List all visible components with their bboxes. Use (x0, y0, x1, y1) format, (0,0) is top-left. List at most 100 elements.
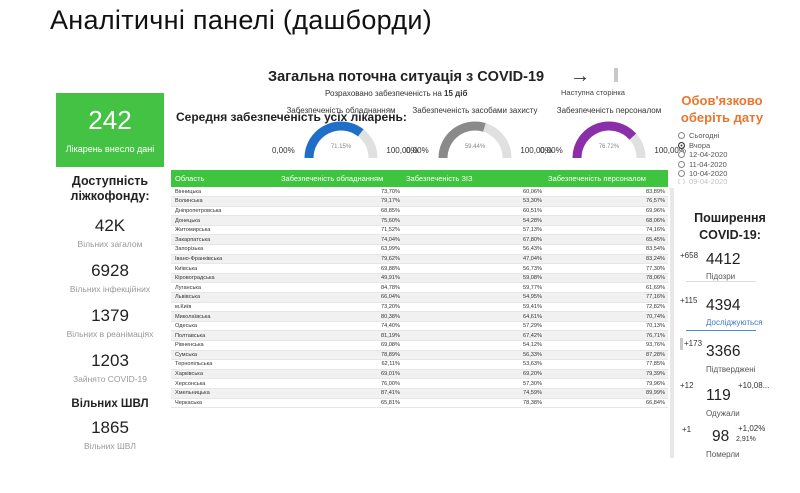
table-row[interactable]: Хмельницька 87,41% 74,59% 89,99% (171, 388, 668, 399)
cell-equipment: 66,04% (278, 292, 403, 303)
cell-equipment: 81,19% (278, 330, 403, 341)
confirmed-label: Підтверджені (706, 365, 756, 374)
gauge-max: 100,00% (520, 146, 552, 155)
hospitals-reported-label: Лікарень внесло дані (65, 144, 155, 154)
table-row[interactable]: Харківська 69,01% 69,20% 79,39% (171, 369, 668, 380)
ventilators-label: Вільних ШВЛ (84, 441, 136, 451)
cell-ppe: 47,04% (403, 254, 545, 265)
table-row[interactable]: Донецька 75,60% 54,28% 68,06% (171, 215, 668, 226)
died-value: 98 (712, 428, 730, 445)
cell-region: Вінницька (171, 187, 278, 198)
radio-icon[interactable] (678, 132, 685, 140)
stat-free-total-label: Вільних загалом (77, 239, 143, 249)
stat-occupied-covid-value: 1203 (91, 351, 129, 370)
table-row[interactable]: Волинська 79,17% 53,30% 76,57% (171, 196, 668, 207)
table-row[interactable]: Херсонська 76,00% 57,30% 79,96% (171, 378, 668, 389)
gauge-title: Забезпеченість засобами захисту (412, 106, 538, 115)
date-option[interactable]: Вчора (678, 141, 727, 151)
cell-ppe: 67,80% (403, 234, 545, 246)
table-row[interactable]: Сумська 78,89% 56,33% 87,28% (171, 350, 668, 361)
cell-ppe: 67,42% (403, 330, 545, 341)
cell-region: Івано-Франківська (171, 254, 278, 265)
cell-equipment: 87,41% (278, 388, 403, 399)
cell-equipment: 73,70% (278, 187, 403, 198)
table-row[interactable]: Тернопільська 62,11% 53,63% 77,85% (171, 359, 668, 370)
table-row[interactable]: Полтавська 81,19% 67,42% 76,71% (171, 330, 668, 341)
radio-icon[interactable] (678, 160, 685, 168)
cell-equipment: 69,88% (278, 263, 403, 274)
table-row[interactable]: Миколаївська 80,38% 64,61% 70,74% (171, 311, 668, 322)
table-row[interactable]: Київська 69,88% 56,73% 77,30% (171, 263, 668, 274)
table-row[interactable]: Закарпатська 74,04% 67,80% 65,45% (171, 234, 668, 246)
cell-equipment: 65,81% (278, 398, 403, 409)
gauge-title: Забезпеченість обладнанням (286, 106, 396, 115)
recovered-value: 119 (706, 387, 731, 404)
gauge-max: 100,00% (386, 146, 418, 155)
radio-icon[interactable] (678, 178, 685, 184)
stat-free-icu-label: Вільних в реанімаціях (66, 329, 154, 339)
cell-region: Закарпатська (171, 234, 278, 246)
cell-ppe: 54,28% (403, 215, 545, 226)
radio-icon[interactable] (678, 170, 685, 178)
col-header-staff[interactable]: Забезпеченість персоналом (545, 170, 668, 187)
cell-ppe: 59,41% (403, 302, 545, 313)
date-option[interactable]: 09-04-2020 (678, 178, 727, 184)
date-option[interactable]: 12-04-2020 (678, 150, 727, 160)
table-row[interactable]: Вінницька 73,70% 60,06% 83,89% (171, 187, 668, 198)
table-row[interactable]: Черкаська 65,81% 78,38% 66,84% (171, 398, 668, 409)
cell-staff: 77,30% (545, 263, 668, 274)
table-row[interactable]: м.Київ 73,20% 59,41% 72,82% (171, 302, 668, 313)
cell-equipment: 74,40% (278, 321, 403, 332)
cell-staff: 74,16% (545, 225, 668, 236)
table-row[interactable]: Одеська 74,40% 57,29% 70,13% (171, 321, 668, 332)
table-row[interactable]: Запорізька 63,99% 56,43% 83,54% (171, 244, 668, 255)
date-option-label: 11-04-2020 (689, 159, 727, 169)
table-scrollbar[interactable] (670, 188, 674, 458)
next-page-button[interactable]: Наступна сторінка (561, 88, 625, 97)
col-header-ppe[interactable]: Забезпеченість ЗІЗ (403, 170, 545, 187)
cell-ppe: 53,63% (403, 359, 545, 370)
date-option-label: 10-04-2020 (689, 169, 728, 179)
table-row[interactable]: Кіровоградська 49,91% 59,08% 78,06% (171, 273, 668, 284)
date-option-label: Сьогодні (689, 131, 720, 141)
cell-region: Київська (171, 263, 278, 274)
cell-region: Харківська (171, 369, 278, 380)
hospitals-reported-value: 242 (88, 105, 132, 135)
cell-ppe: 74,59% (403, 388, 545, 399)
cell-staff: 77,16% (545, 292, 668, 303)
cell-region: Волинська (171, 196, 278, 207)
cell-region: Дніпропетровська (171, 206, 278, 217)
cell-staff: 79,39% (545, 369, 668, 380)
col-header-equipment[interactable]: Забезпеченість обладнанням (278, 170, 403, 187)
suspected-delta: +658 (680, 251, 699, 260)
date-option[interactable]: 10-04-2020 (678, 169, 727, 179)
dashboard-title: Загальна поточна ситуація з COVID-19 (268, 69, 545, 85)
cell-region: Львівська (171, 292, 278, 303)
cell-staff: 70,13% (545, 321, 668, 332)
cell-equipment: 79,17% (278, 196, 403, 207)
table-row[interactable]: Житомирська 71,52% 57,13% 74,16% (171, 225, 668, 236)
dashboard-subtitle: Розраховано забезпеченість на 15 діб (325, 89, 467, 98)
cell-equipment: 68,85% (278, 206, 403, 217)
table-row[interactable]: Рівненська 69,08% 54,12% 93,76% (171, 340, 668, 351)
arrow-right-icon[interactable]: → (570, 65, 590, 87)
cell-region: Сумська (171, 350, 278, 361)
radio-icon[interactable] (678, 151, 685, 159)
cell-region: Полтавська (171, 330, 278, 341)
table-row[interactable]: Луганська 84,78% 59,77% 61,69% (171, 282, 668, 294)
cell-equipment: 71,52% (278, 225, 403, 236)
radio-icon[interactable] (678, 141, 685, 149)
table-row[interactable]: Івано-Франківська 79,62% 47,04% 83,24% (171, 254, 668, 265)
col-header-region[interactable]: Область (171, 170, 278, 187)
investigated-value: 4394 (706, 297, 741, 314)
table-row[interactable]: Дніпропетровська 68,85% 60,51% 69,96% (171, 206, 668, 217)
date-option[interactable]: Сьогодні (678, 131, 727, 141)
cell-staff: 68,06% (545, 215, 668, 226)
cell-ppe: 56,33% (403, 350, 545, 361)
date-option[interactable]: 11-04-2020 (678, 160, 727, 170)
cell-staff: 83,54% (545, 244, 668, 255)
subtitle-prefix: Розраховано забезпеченість на (325, 89, 442, 98)
cell-equipment: 84,78% (278, 282, 403, 294)
gauge-value: 71.15% (330, 144, 352, 150)
table-row[interactable]: Львівська 66,04% 54,95% 77,16% (171, 292, 668, 303)
